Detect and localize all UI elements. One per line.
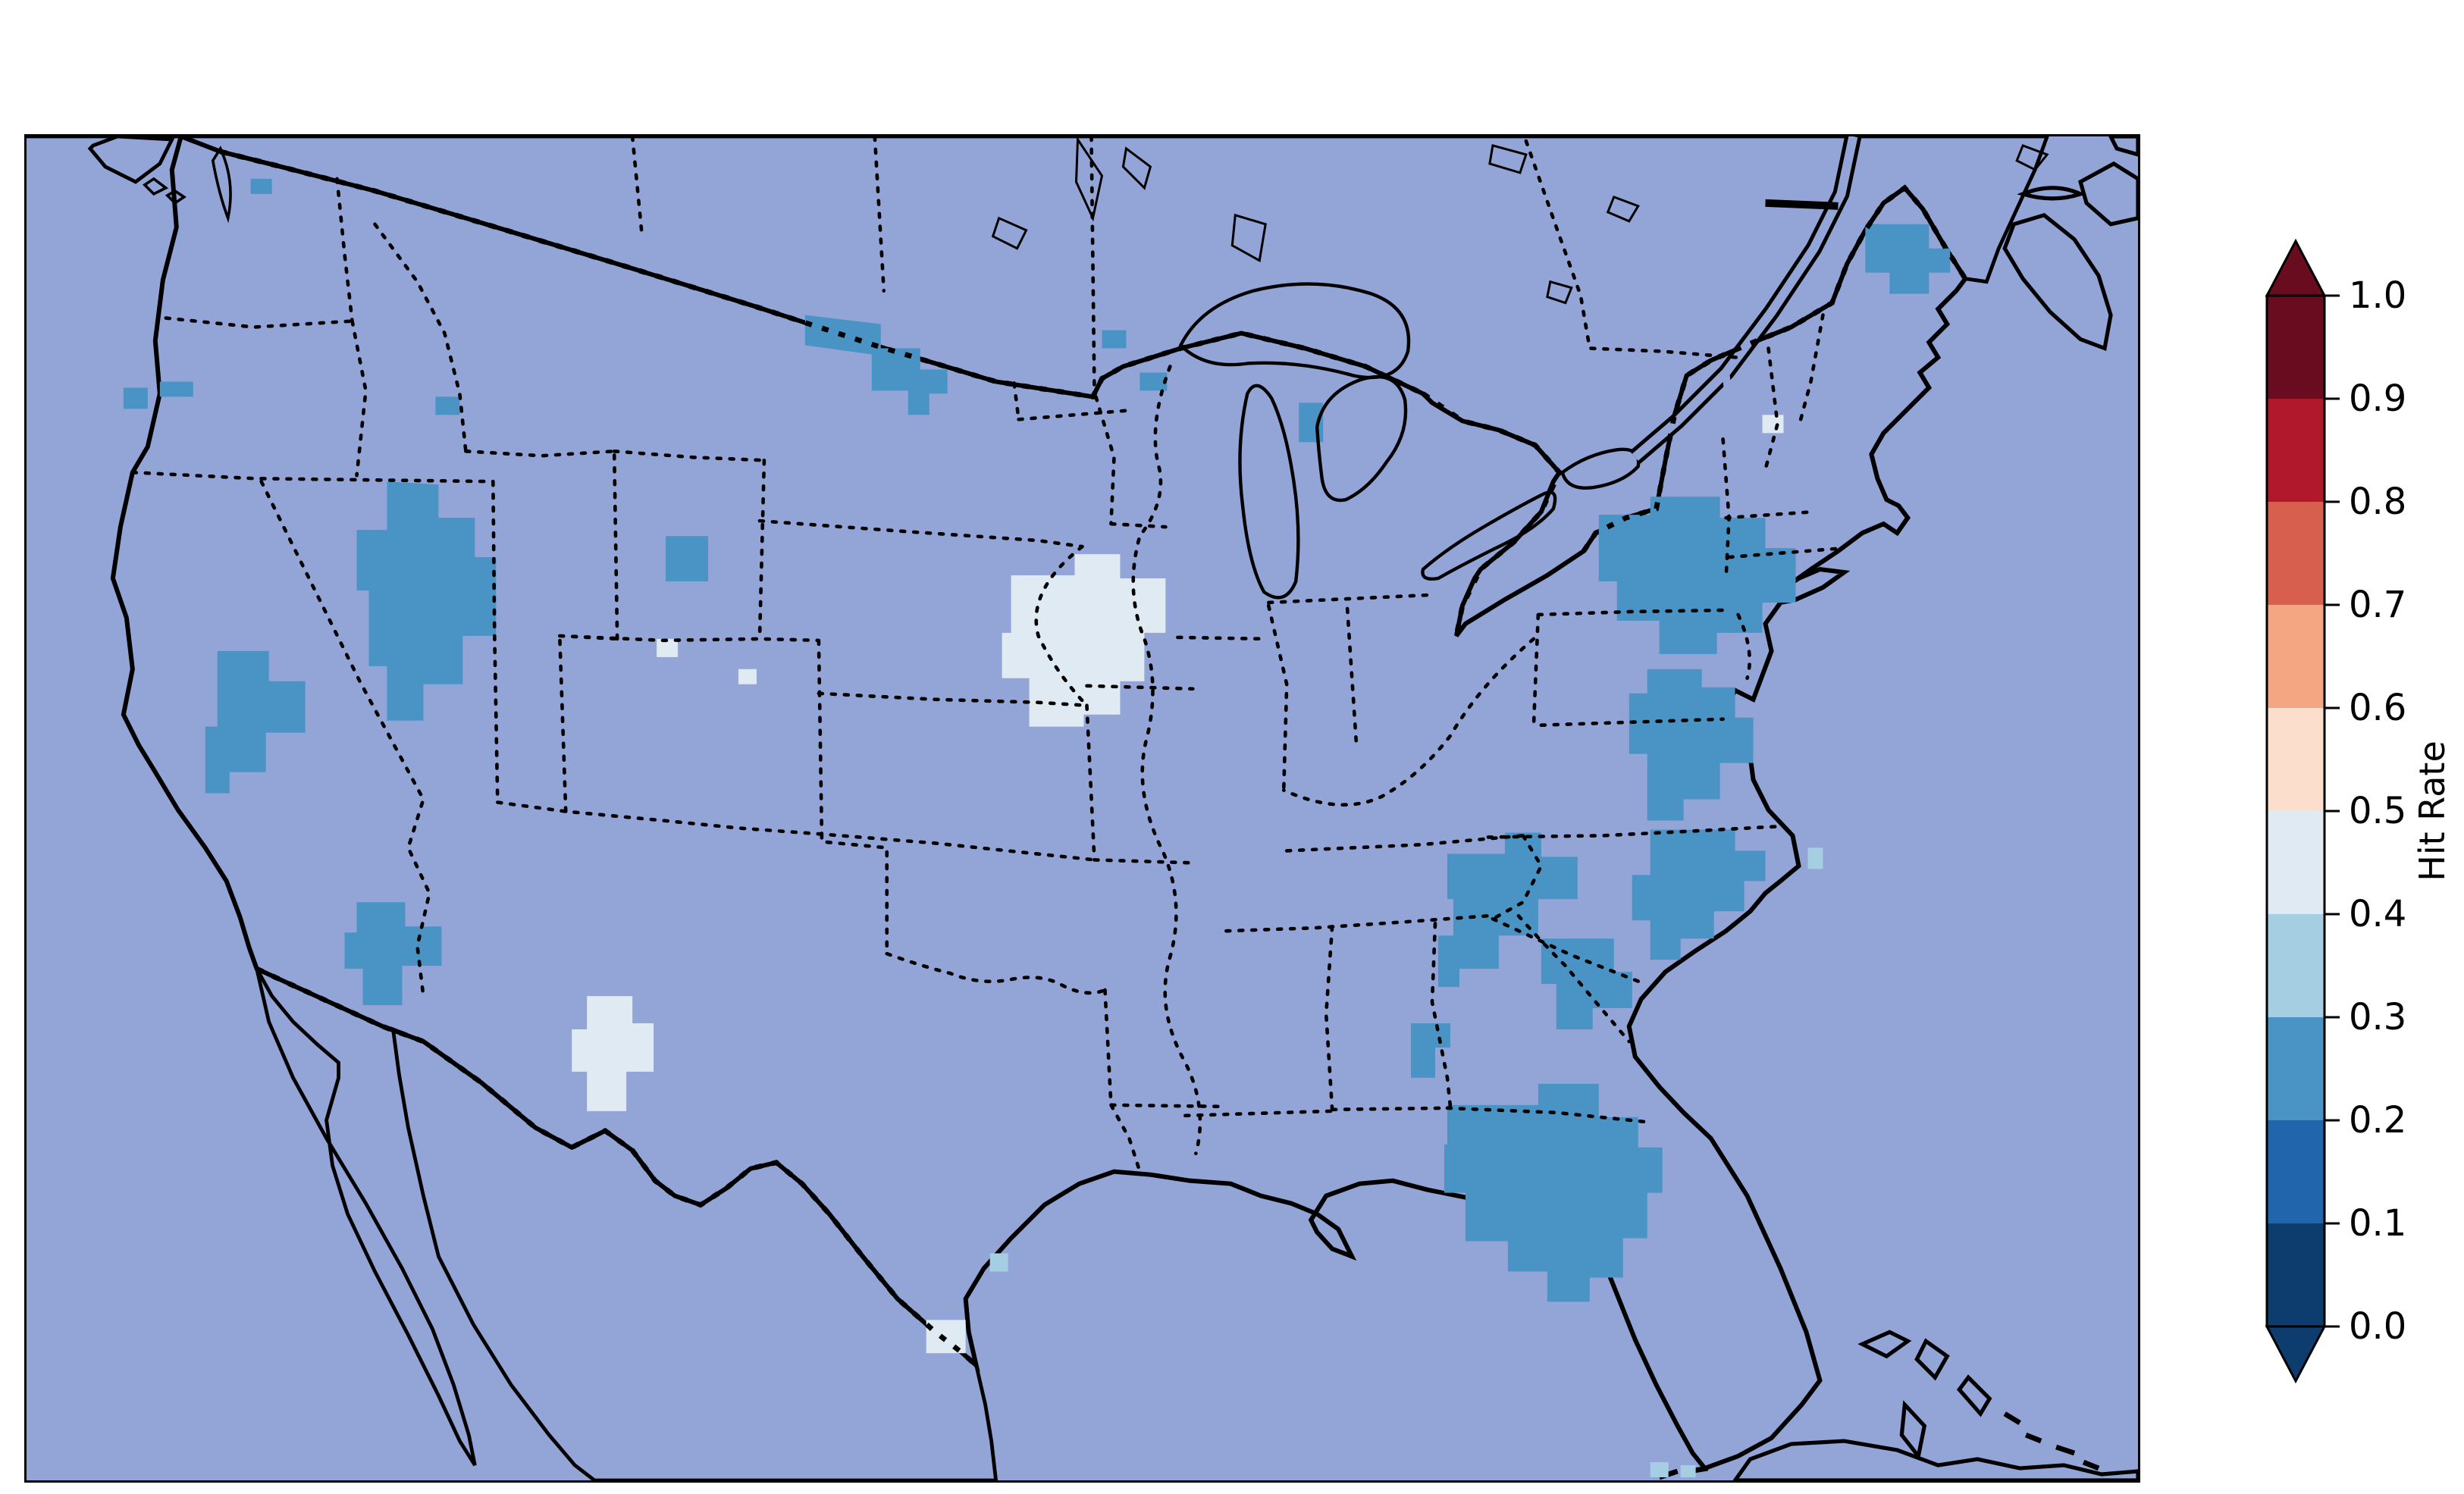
patch-montana xyxy=(804,315,948,415)
baja-california xyxy=(255,967,477,1467)
state-borders-plains xyxy=(757,381,1225,1173)
lake-superior xyxy=(1178,282,1411,380)
patch-arizona xyxy=(344,902,442,1006)
patch-georgia-cells xyxy=(1411,1023,1450,1078)
colorbar-segment xyxy=(2267,502,2324,606)
colorbar-segment xyxy=(2267,1017,2324,1121)
province-borders xyxy=(630,136,1738,393)
colorbar-tick-label: 0.4 xyxy=(2349,893,2406,935)
colorbar-tick-label: 0.2 xyxy=(2349,1099,2406,1142)
colorbar-tick-label: 0.3 xyxy=(2349,996,2406,1038)
state-borders-northeast xyxy=(1531,313,1846,728)
colorbar-arrow-over xyxy=(2265,238,2327,297)
colorbar-segment xyxy=(2267,605,2324,709)
cuba xyxy=(1732,1439,2138,1480)
patch-coastal-carolina xyxy=(1632,829,1766,960)
colorbar-segment xyxy=(2267,296,2324,399)
hitrate-patches-low xyxy=(123,178,1951,1302)
colorbar-tick-label: 0.0 xyxy=(2349,1305,2406,1348)
hitrate-patches-high xyxy=(572,415,1784,1354)
colorbar-axis-label: Hit Rate xyxy=(2412,741,2453,882)
st-lawrence-river xyxy=(1632,136,1858,461)
patch-california xyxy=(205,650,306,794)
colorbar-tick-label: 1.0 xyxy=(2349,274,2406,317)
prince-edward-island xyxy=(2017,186,2086,201)
us-mexico-border-dots xyxy=(255,966,978,1367)
state-borders-midwest-south xyxy=(1131,365,1778,1156)
island-keys-dashes xyxy=(1658,1411,2100,1480)
patch-new-mexico xyxy=(572,996,654,1111)
colorbar-segment xyxy=(2267,811,2324,915)
patch-south-carolina xyxy=(1541,938,1632,1030)
state-borders-west xyxy=(130,177,1096,998)
colorbar-segment xyxy=(2267,708,2324,812)
map-canvas xyxy=(27,136,2138,1480)
patch-pennsylvania xyxy=(1598,496,1796,654)
patch-virginia-delmarva xyxy=(1629,669,1754,821)
nova-scotia xyxy=(2002,212,2113,352)
colorbar-segment xyxy=(2267,399,2324,503)
lake-erie xyxy=(1421,490,1557,581)
map-axes-frame xyxy=(24,134,2140,1483)
cape-breton xyxy=(2078,161,2138,227)
colorbar-tick-label: 0.5 xyxy=(2349,790,2406,832)
great-lakes xyxy=(1178,282,1641,600)
lake-ontario xyxy=(1560,447,1641,490)
colorbar-tick-label: 0.9 xyxy=(2349,377,2406,420)
newfoundland-corner xyxy=(2108,136,2138,157)
us-data-field xyxy=(110,136,1968,1471)
ocean xyxy=(27,136,2138,1480)
colorbar-tick-label: 0.1 xyxy=(2349,1202,2406,1245)
colorbar-segment xyxy=(2267,914,2324,1018)
colorbar-tick-label: 0.6 xyxy=(2349,687,2406,729)
maritime-provinces xyxy=(2002,136,2138,352)
vancouver-island xyxy=(87,136,175,184)
colorbar-segment xyxy=(2267,1223,2324,1327)
colorbar-segment xyxy=(2267,1120,2324,1224)
patch-maine xyxy=(1865,224,1951,294)
us-canada-border-dots xyxy=(219,149,1968,637)
lake-champlain xyxy=(1722,374,1738,437)
patch-nevada-utah xyxy=(356,481,497,721)
bahamas-islands xyxy=(1857,1330,1992,1461)
colorbar-tick-label: 0.8 xyxy=(2349,481,2406,523)
lake-michigan xyxy=(1238,384,1300,600)
patch-wisconsin xyxy=(1096,578,1148,618)
patch-georgia-florida xyxy=(1444,1083,1663,1302)
colorbar-svg: 1.0 0.9 0.8 0.7 0.6 0.5 0.4 0.3 0.2 0.1 0.0 Hit Rat… xyxy=(2265,238,2453,1384)
ottawa-river xyxy=(1765,199,1839,210)
colorbar-tick-label: 0.7 xyxy=(2349,584,2406,626)
patch-wyoming xyxy=(666,536,709,582)
patch-minnesota-cells xyxy=(1102,330,1168,391)
puget-sound xyxy=(211,146,232,224)
colorbar-arrow-under xyxy=(2265,1325,2327,1384)
lake-huron xyxy=(1315,374,1408,503)
